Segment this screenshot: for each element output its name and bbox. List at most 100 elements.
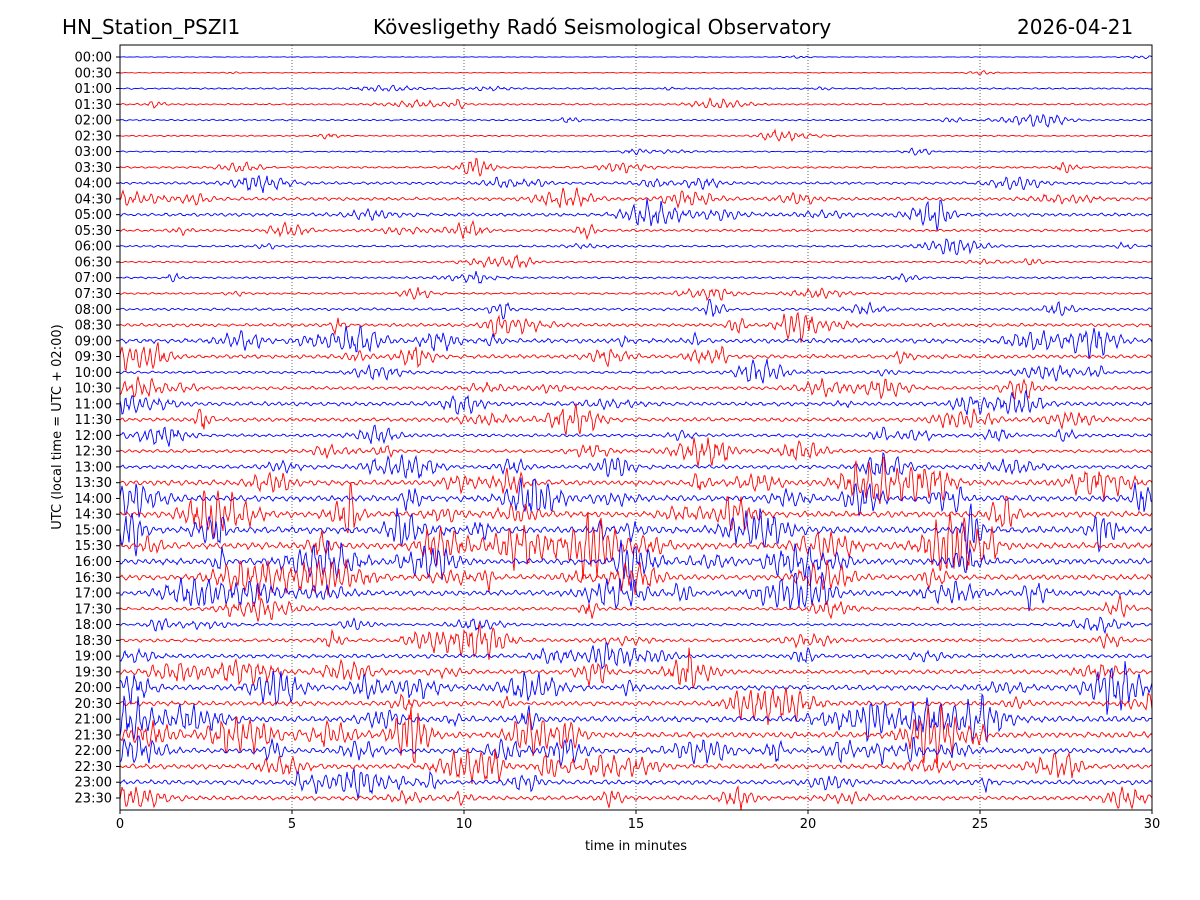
- y-tick-label: 21:00: [75, 713, 112, 728]
- y-tick-label: 22:00: [75, 744, 112, 759]
- y-tick-label: 17:00: [75, 587, 112, 602]
- trace-1930: [119, 647, 1153, 690]
- y-tick-label: 11:30: [75, 413, 112, 428]
- trace-0630: [119, 254, 1153, 269]
- x-tick-label: 10: [456, 817, 473, 832]
- y-tick-label: 18:30: [75, 634, 112, 649]
- y-axis-label: UTC (local time = UTC + 02:00): [50, 324, 65, 529]
- trace-2230: [119, 747, 1153, 784]
- y-tick-label: 02:00: [75, 114, 112, 129]
- trace-0100: [119, 84, 1153, 92]
- x-tick-label: 30: [1144, 817, 1161, 832]
- y-tick-label: 23:00: [75, 776, 112, 791]
- y-tick-label: 06:30: [75, 255, 112, 270]
- trace-1230: [119, 437, 1153, 467]
- trace-0030: [120, 69, 1153, 76]
- y-tick-label: 13:30: [75, 476, 112, 491]
- trace-2100: [119, 692, 1153, 744]
- y-tick-label: 04:30: [75, 192, 112, 207]
- trace-2330: [119, 785, 1153, 811]
- trace-1700: [119, 565, 1153, 612]
- y-tick-label: 20:30: [75, 697, 112, 712]
- y-tick-label: 06:00: [75, 240, 112, 255]
- y-tick-label: 00:30: [75, 66, 112, 81]
- y-tick-label: 13:00: [75, 460, 112, 475]
- trace-0700: [119, 271, 1153, 284]
- y-tick-label: 19:30: [75, 665, 112, 680]
- y-tick-label: 11:00: [75, 397, 112, 412]
- y-tick-label: 16:30: [75, 571, 112, 586]
- y-tick-label: 03:00: [75, 145, 112, 160]
- trace-0200: [119, 113, 1153, 128]
- trace-2200: [119, 735, 1153, 768]
- trace-1730: [119, 594, 1153, 622]
- trace-1400: [119, 477, 1153, 518]
- trace-1430: [119, 483, 1153, 539]
- x-axis-label: time in minutes: [585, 839, 687, 854]
- trace-1600: [119, 539, 1153, 591]
- y-tick-label: 04:00: [75, 177, 112, 192]
- trace-2000: [119, 661, 1153, 715]
- trace-1330: [119, 455, 1153, 505]
- trace-0300: [119, 147, 1153, 156]
- trace-0730: [119, 287, 1153, 302]
- trace-0400: [119, 174, 1153, 193]
- y-tick-label: 16:00: [75, 555, 112, 570]
- trace-1100: [119, 390, 1153, 416]
- trace-1800: [119, 616, 1153, 635]
- chart-date: 2026-04-21: [1017, 15, 1134, 39]
- trace-0130: [119, 97, 1153, 110]
- y-tick-label: 15:30: [75, 539, 112, 554]
- trace-0230: [119, 128, 1152, 142]
- y-tick-label: 21:30: [75, 728, 112, 743]
- trace-1200: [119, 424, 1153, 447]
- trace-0430: [119, 187, 1153, 209]
- y-tick-label: 05:00: [75, 208, 112, 223]
- trace-1130: [119, 403, 1153, 436]
- x-tick-label: 20: [800, 817, 817, 832]
- y-tick-label: 01:30: [75, 98, 112, 113]
- y-tick-label: 08:00: [75, 303, 112, 318]
- y-tick-label: 12:30: [75, 445, 112, 460]
- chart-title: Kövesligethy Radó Seismological Observat…: [373, 15, 832, 39]
- trace-2300: [119, 768, 1153, 800]
- trace-0900: [119, 325, 1153, 360]
- y-tick-label: 07:00: [75, 271, 112, 286]
- y-tick-label: 08:30: [75, 319, 112, 334]
- trace-0930: [119, 342, 1153, 372]
- trace-0330: [119, 157, 1153, 177]
- x-tick-label: 0: [116, 817, 124, 832]
- y-tick-label: 00:00: [75, 51, 112, 66]
- trace-1530: [119, 512, 1153, 580]
- trace-2030: [119, 687, 1153, 725]
- y-tick-label: 17:30: [75, 602, 112, 617]
- trace-2130: [119, 705, 1153, 768]
- y-tick-label: 18:00: [75, 618, 112, 633]
- y-tick-label: 23:30: [75, 792, 112, 807]
- trace-1830: [119, 623, 1153, 660]
- y-tick-label: 01:00: [75, 82, 112, 97]
- y-tick-label: 12:00: [75, 429, 112, 444]
- trace-1900: [119, 642, 1153, 670]
- x-tick-label: 5: [288, 817, 296, 832]
- y-tick-label: 05:30: [75, 224, 112, 239]
- trace-0500: [119, 198, 1152, 231]
- y-tick-label: 02:30: [75, 129, 112, 144]
- station-name: HN_Station_PSZI1: [62, 15, 241, 39]
- x-tick-label: 15: [628, 817, 645, 832]
- y-tick-label: 09:00: [75, 334, 112, 349]
- y-tick-label: 22:30: [75, 760, 112, 775]
- y-tick-label: 09:30: [75, 350, 112, 365]
- y-tick-label: 15:00: [75, 523, 112, 538]
- trace-0830: [119, 311, 1153, 343]
- trace-0000: [119, 55, 1153, 60]
- trace-1030: [119, 376, 1153, 400]
- trace-0800: [119, 298, 1153, 320]
- y-tick-label: 07:30: [75, 287, 112, 302]
- x-tick-label: 25: [972, 817, 989, 832]
- trace-1300: [119, 451, 1153, 480]
- y-tick-label: 03:30: [75, 161, 112, 176]
- y-tick-label: 14:00: [75, 492, 112, 507]
